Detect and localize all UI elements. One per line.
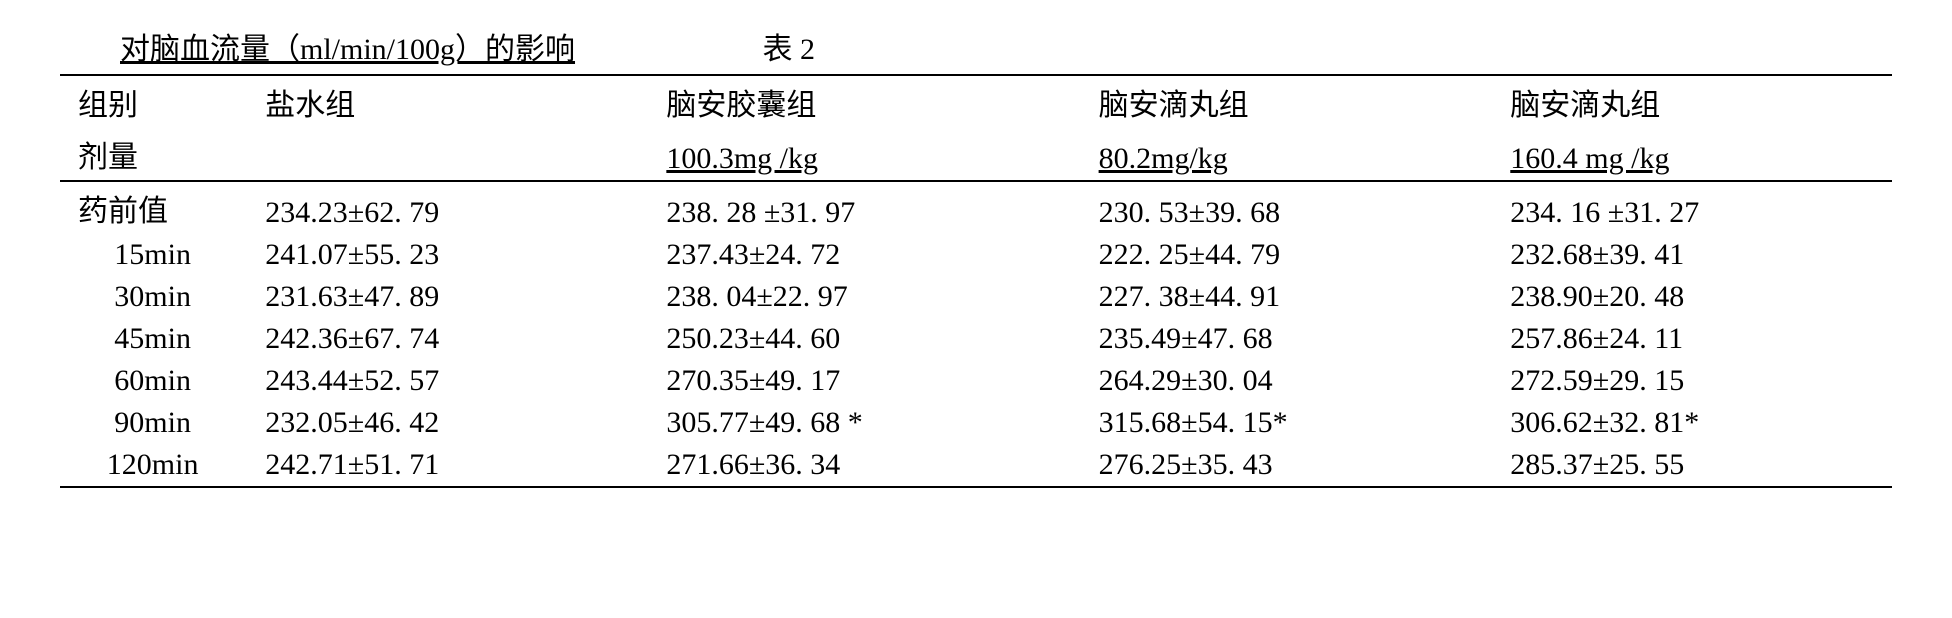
cell: 242.36±67. 74 [245,318,636,360]
cell: 234.23±62. 79 [245,181,636,234]
row-label: 45min [68,322,237,356]
row-label: 15min [68,238,237,272]
title-left: 对脑血流量（ml/min/100g）的影响 [120,24,575,68]
row-label: 120min [68,448,237,482]
table-row: 15min 241.07±55. 23 237.43±24. 72 222. 2… [60,234,1892,276]
header-dose-1: 100.3mg /kg [666,142,818,175]
cell: 305.77±49. 68 * [636,402,1068,444]
cell: 285.37±25. 55 [1480,444,1892,487]
header-group-2: 脑安滴丸组 [1069,75,1481,128]
row-label: 药前值 [68,195,168,228]
cell: 271.66±36. 34 [636,444,1068,487]
header-dose-0 [245,128,636,181]
title-right: 表 2 [763,24,816,68]
table-row: 45min 242.36±67. 74 250.23±44. 60 235.49… [60,318,1892,360]
cell: 272.59±29. 15 [1480,360,1892,402]
cell: 238. 28 ±31. 97 [636,181,1068,234]
data-table: 组别 盐水组 脑安胶囊组 脑安滴丸组 脑安滴丸组 剂量 100.3mg /kg … [60,74,1892,488]
table-row: 120min 242.71±51. 71 271.66±36. 34 276.2… [60,444,1892,487]
row-label: 60min [68,364,237,398]
header-row-2: 剂量 100.3mg /kg 80.2mg/kg 160.4 mg /kg [60,128,1892,181]
row-label: 90min [68,406,237,440]
cell: 232.68±39. 41 [1480,234,1892,276]
header-dose-3: 160.4 mg /kg [1510,142,1669,175]
cell: 235.49±47. 68 [1069,318,1481,360]
cell: 276.25±35. 43 [1069,444,1481,487]
cell: 232.05±46. 42 [245,402,636,444]
header-group-3: 脑安滴丸组 [1480,75,1892,128]
cell: 270.35±49. 17 [636,360,1068,402]
cell: 222. 25±44. 79 [1069,234,1481,276]
cell: 264.29±30. 04 [1069,360,1481,402]
row-label: 30min [68,280,237,314]
table-row: 60min 243.44±52. 57 270.35±49. 17 264.29… [60,360,1892,402]
cell: 234. 16 ±31. 27 [1480,181,1892,234]
header-dose-2: 80.2mg/kg [1099,142,1228,175]
table-row: 30min 231.63±47. 89 238. 04±22. 97 227. … [60,276,1892,318]
header-row-1: 组别 盐水组 脑安胶囊组 脑安滴丸组 脑安滴丸组 [60,75,1892,128]
header-group-0: 盐水组 [245,75,636,128]
header-group-1: 脑安胶囊组 [636,75,1068,128]
cell: 250.23±44. 60 [636,318,1068,360]
cell: 306.62±32. 81* [1480,402,1892,444]
cell: 231.63±47. 89 [245,276,636,318]
table-row: 药前值 234.23±62. 79 238. 28 ±31. 97 230. 5… [60,181,1892,234]
header-label-2: 剂量 [68,141,138,174]
cell: 227. 38±44. 91 [1069,276,1481,318]
cell: 242.71±51. 71 [245,444,636,487]
cell: 243.44±52. 57 [245,360,636,402]
cell: 238.90±20. 48 [1480,276,1892,318]
table-row: 90min 232.05±46. 42 305.77±49. 68 * 315.… [60,402,1892,444]
table-title: 对脑血流量（ml/min/100g）的影响 表 2 [120,24,1892,68]
cell: 237.43±24. 72 [636,234,1068,276]
cell: 230. 53±39. 68 [1069,181,1481,234]
header-label-1: 组别 [68,89,138,122]
cell: 315.68±54. 15* [1069,402,1481,444]
cell: 257.86±24. 11 [1480,318,1892,360]
cell: 241.07±55. 23 [245,234,636,276]
cell: 238. 04±22. 97 [636,276,1068,318]
